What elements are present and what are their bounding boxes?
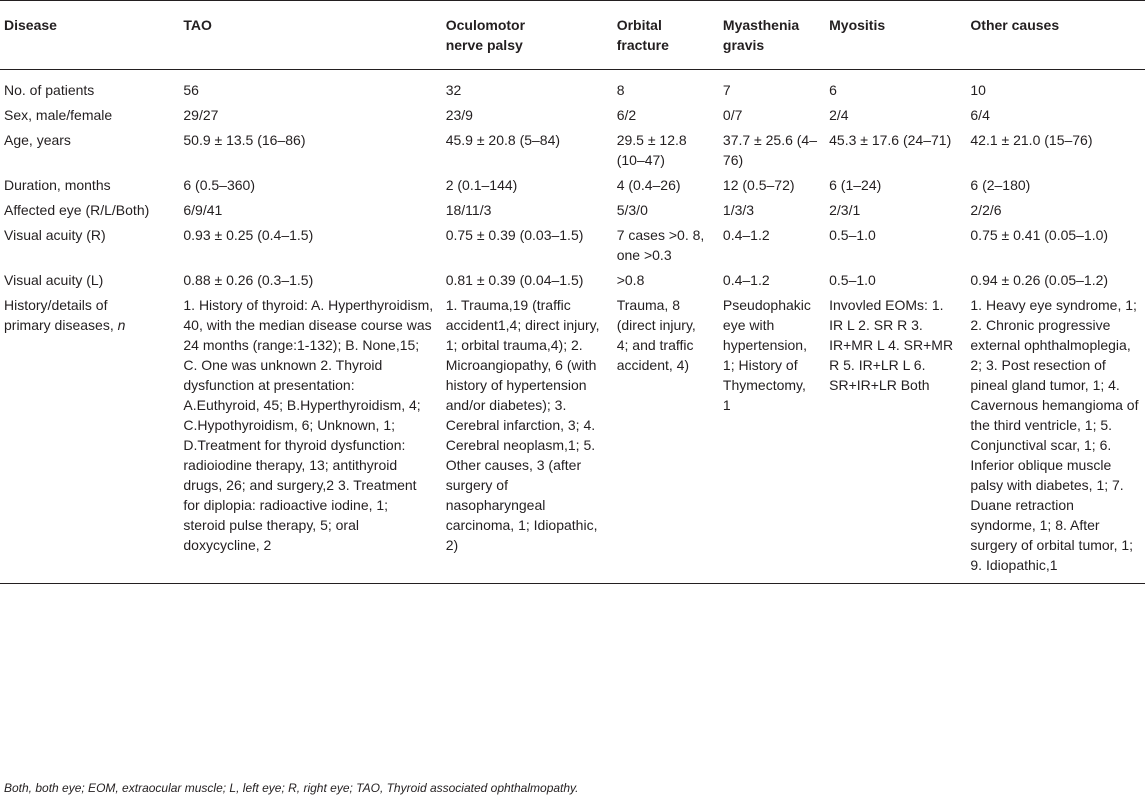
row-label: Duration, months — [4, 177, 111, 193]
cell-orbital: 6/2 — [616, 107, 637, 123]
row-label-history: History/details of primary diseases, n — [0, 293, 178, 584]
row-label: Visual acuity (L) — [4, 272, 104, 288]
header-myasthenia-gravis: Myasthenia gravis — [716, 0, 824, 70]
cell-other: 6 (2–180) — [970, 177, 1031, 193]
cell-oculomotor: 32 — [445, 82, 462, 98]
cell-myasthenia: Pseudophakic eye with hypertension, 1; H… — [716, 293, 824, 584]
row-label: No. of patients — [4, 82, 95, 98]
cell-myositis: Invovled EOMs: 1. IR L 2. SR R 3. IR+MR … — [823, 293, 965, 584]
table-footnote: Both, both eye; EOM, extraocular muscle;… — [4, 781, 579, 795]
row-duration: Duration, months 6 (0.5–360) 2 (0.1–144)… — [0, 173, 1145, 198]
header-other-causes: Other causes — [964, 0, 1145, 70]
cell-tao: 6/9/41 — [183, 202, 223, 218]
header-tao: TAO — [177, 0, 440, 70]
row-label: Age, years — [4, 132, 71, 148]
row-patients: No. of patients 56 32 8 7 6 10 — [0, 70, 1145, 104]
cell-oculomotor: 0.81 ± 0.39 (0.04–1.5) — [445, 272, 584, 288]
cell-tao: 56 — [183, 82, 199, 98]
header-orbital-fracture: Orbital fracture — [610, 0, 717, 70]
row-history: History/details of primary diseases, n 1… — [0, 293, 1145, 584]
cell-myositis: 6 (1–24) — [829, 177, 882, 193]
cell-other: 6/4 — [970, 107, 990, 123]
cell-orbital: >0.8 — [616, 272, 645, 288]
cell-oculomotor: 2 (0.1–144) — [445, 177, 518, 193]
row-label: History/details of primary diseases, — [4, 297, 114, 333]
cell-tao: 29/27 — [183, 107, 219, 123]
cell-myasthenia: 0.4–1.2 — [722, 272, 770, 288]
cell-orbital: 29.5 ± 12.8 (10–47) — [616, 132, 687, 168]
cell-other: 42.1 ± 21.0 (15–76) — [970, 132, 1093, 148]
cell-myositis: 0.5–1.0 — [829, 227, 876, 243]
cell-myasthenia: 12 (0.5–72) — [722, 177, 795, 193]
cell-oculomotor: 23/9 — [445, 107, 473, 123]
cell-oculomotor: 1. Trauma,19 (traffic accident1,4; direc… — [439, 293, 611, 584]
cell-orbital: Trauma, 8 (direct injury, 4; and traffic… — [610, 293, 717, 584]
cell-oculomotor: 0.75 ± 0.39 (0.03–1.5) — [445, 227, 584, 243]
header-oculomotor-nerve-palsy: Oculomotor nerve palsy — [439, 0, 611, 70]
cell-other: 0.94 ± 0.26 (0.05–1.2) — [970, 272, 1109, 288]
header-row: Disease TAO Oculomotor nerve palsy Orbit… — [0, 0, 1145, 70]
cell-myositis: 45.3 ± 17.6 (24–71) — [829, 132, 952, 148]
row-label: Visual acuity (R) — [4, 227, 106, 243]
cell-other: 2/2/6 — [970, 202, 1002, 218]
cell-tao: 0.88 ± 0.26 (0.3–1.5) — [183, 272, 314, 288]
cell-other: 0.75 ± 0.41 (0.05–1.0) — [970, 227, 1109, 243]
cell-myasthenia: 7 — [722, 82, 731, 98]
cell-myositis: 2/4 — [829, 107, 849, 123]
cell-myositis: 0.5–1.0 — [829, 272, 876, 288]
row-sex: Sex, male/female 29/27 23/9 6/2 0/7 2/4 … — [0, 103, 1145, 128]
row-age: Age, years 50.9 ± 13.5 (16–86) 45.9 ± 20… — [0, 128, 1145, 173]
cell-orbital: 8 — [616, 82, 625, 98]
row-visual-acuity-l: Visual acuity (L) 0.88 ± 0.26 (0.3–1.5) … — [0, 268, 1145, 293]
cell-myasthenia: 1/3/3 — [722, 202, 755, 218]
cell-myasthenia: 0/7 — [722, 107, 743, 123]
cell-other: 1. Heavy eye syndrome, 1; 2. Chronic pro… — [964, 293, 1145, 584]
row-label-n: n — [117, 317, 126, 333]
cell-orbital: 5/3/0 — [616, 202, 648, 218]
cell-myasthenia: 37.7 ± 25.6 (4–76) — [722, 132, 818, 168]
cell-oculomotor: 45.9 ± 20.8 (5–84) — [445, 132, 561, 148]
clinical-characteristics-table: Disease TAO Oculomotor nerve palsy Orbit… — [0, 0, 1145, 584]
cell-oculomotor: 18/11/3 — [445, 202, 492, 218]
row-label: Sex, male/female — [4, 107, 113, 123]
cell-orbital: 7 cases >0. 8, one >0.3 — [616, 227, 705, 263]
row-visual-acuity-r: Visual acuity (R) 0.93 ± 0.25 (0.4–1.5) … — [0, 223, 1145, 268]
cell-myasthenia: 0.4–1.2 — [722, 227, 770, 243]
cell-myositis: 6 — [829, 82, 837, 98]
cell-orbital: 4 (0.4–26) — [616, 177, 681, 193]
header-disease: Disease — [0, 0, 178, 70]
cell-myositis: 2/3/1 — [829, 202, 861, 218]
cell-tao: 6 (0.5–360) — [183, 177, 255, 193]
cell-tao: 0.93 ± 0.25 (0.4–1.5) — [183, 227, 314, 243]
row-label: Affected eye (R/L/Both) — [4, 202, 150, 218]
cell-tao: 1. History of thyroid: A. Hyperthyroidis… — [177, 293, 440, 584]
header-myositis: Myositis — [823, 0, 965, 70]
row-affected-eye: Affected eye (R/L/Both) 6/9/41 18/11/3 5… — [0, 198, 1145, 223]
cell-tao: 50.9 ± 13.5 (16–86) — [183, 132, 306, 148]
cell-other: 10 — [970, 82, 986, 98]
